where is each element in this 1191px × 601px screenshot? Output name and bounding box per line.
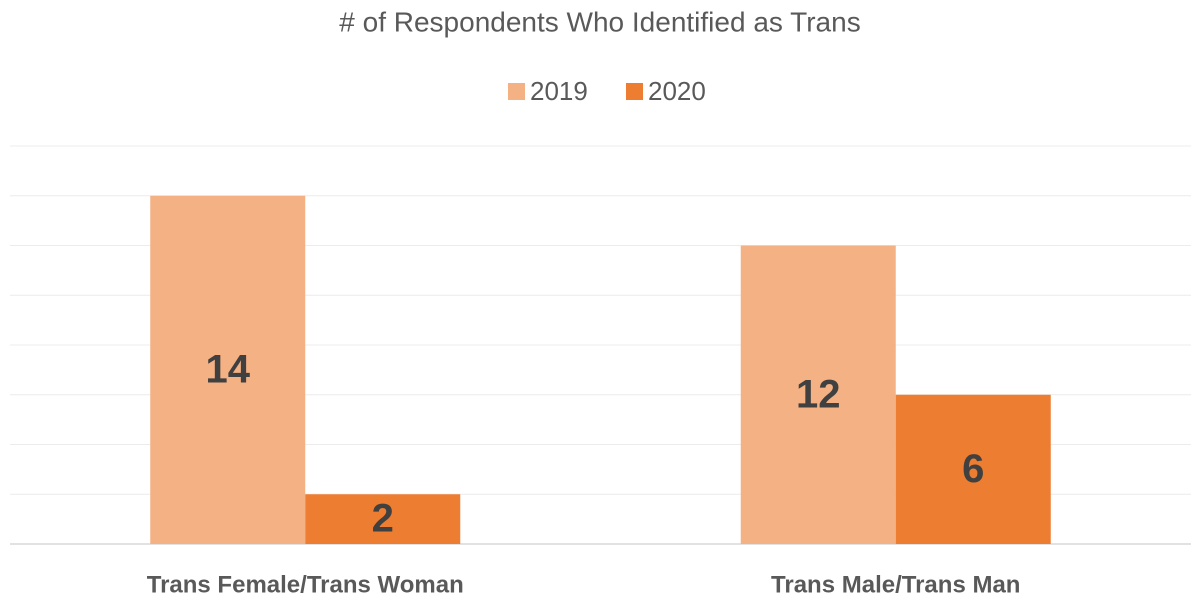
legend-swatch: [508, 83, 525, 100]
data-label: 14: [206, 347, 251, 391]
legend-label: 2020: [648, 76, 706, 106]
bar: [740, 245, 896, 544]
x-tick-label: Trans Female/Trans Woman: [147, 571, 464, 598]
legend-swatch: [626, 83, 643, 100]
bar: [150, 195, 306, 544]
bar: [305, 494, 461, 544]
legend-label: 2019: [530, 76, 588, 106]
bar: [895, 394, 1051, 544]
x-tick-label: Trans Male/Trans Man: [771, 571, 1020, 598]
data-label: 6: [962, 447, 984, 491]
chart-title: # of Respondents Who Identified as Trans: [339, 6, 860, 37]
data-label: 2: [372, 497, 394, 541]
data-label: 12: [796, 372, 841, 416]
